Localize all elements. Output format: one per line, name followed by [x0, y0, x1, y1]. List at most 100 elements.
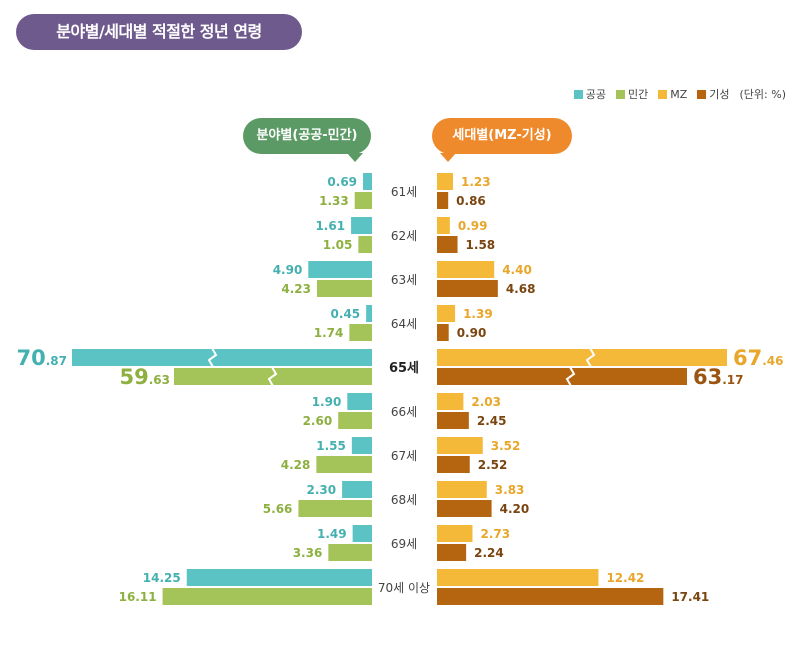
data-label-기성: 2.24 [474, 546, 504, 560]
legend-item-gong: 공공 [573, 86, 606, 102]
bar-공공 [351, 217, 372, 234]
data-label-MZ: 2.73 [480, 527, 510, 541]
data-label-민간: 2.60 [303, 414, 333, 428]
axis-break-mark [585, 347, 596, 368]
legend-label-mz: MZ [670, 87, 688, 101]
bar-기성 [437, 192, 449, 209]
data-label-공공: 1.49 [317, 527, 347, 541]
bar-민간 [162, 588, 372, 605]
axis-break-mark [207, 347, 218, 368]
bar-MZ [437, 525, 473, 542]
bar-기성 [437, 236, 458, 253]
bar-공공 [363, 173, 372, 190]
data-label-기성: 2.52 [478, 458, 508, 472]
bar-기성 [437, 324, 449, 341]
category-label: 63세 [391, 273, 417, 287]
data-label-공공: 0.69 [327, 175, 357, 189]
data-label-MZ: 3.52 [491, 439, 521, 453]
data-label-MZ: 1.39 [463, 307, 493, 321]
data-label-MZ: 3.83 [495, 483, 525, 497]
data-label-MZ: 1.23 [461, 175, 491, 189]
data-label-민간: 3.36 [293, 546, 323, 560]
legend-swatch-min [615, 89, 625, 99]
bar-기성 [437, 544, 467, 561]
data-label-공공: 14.25 [143, 571, 181, 585]
left-header-bubble: 분야별(공공-민간) [243, 118, 371, 162]
bar-기성 [437, 280, 498, 297]
bar-MZ [437, 173, 453, 190]
legend-label-giseong: 기성 [709, 88, 730, 101]
legend-item-min: 민간 [615, 86, 649, 102]
data-label-민간: 4.28 [281, 458, 311, 472]
bar-MZ [437, 393, 464, 410]
axis-break-mark [267, 366, 278, 387]
data-label-기성: 0.90 [457, 326, 487, 340]
category-label: 66세 [391, 405, 417, 419]
data-label-공공: 1.90 [312, 395, 342, 409]
bar-기성 [437, 412, 469, 429]
axis-break-mark [565, 366, 576, 387]
category-label: 69세 [391, 537, 417, 551]
data-label-기성: 4.68 [506, 282, 536, 296]
bar-공공 [366, 305, 372, 322]
bar-공공 [352, 525, 372, 542]
category-label: 61세 [391, 185, 417, 199]
data-label-기성: 4.20 [500, 502, 530, 516]
category-label: 67세 [391, 449, 417, 463]
page-title: 분야별/세대별 적절한 정년 연령 [16, 14, 302, 50]
data-label-기성: 0.86 [456, 194, 486, 208]
legend-item-giseong: 기성 [697, 86, 730, 102]
data-label-민간: 1.33 [319, 194, 349, 208]
data-label-공공: 4.90 [273, 263, 303, 277]
category-label: 68세 [391, 493, 417, 507]
data-label-민간: 59.63 [120, 365, 171, 389]
bar-기성 [437, 456, 470, 473]
data-label-MZ: 2.03 [471, 395, 501, 409]
bar-기성 [437, 500, 492, 517]
data-label-민간: 4.23 [281, 282, 311, 296]
bar-MZ [437, 261, 495, 278]
bar-공공 [308, 261, 372, 278]
bar-민간 [328, 544, 372, 561]
bar-MZ [437, 217, 450, 234]
category-label: 65세 [389, 361, 419, 376]
legend-label-gong: 공공 [585, 88, 606, 101]
bar-민간 [317, 280, 372, 297]
data-label-MZ: 12.42 [606, 571, 644, 585]
data-label-민간: 1.74 [314, 326, 344, 340]
bar-민간 [354, 192, 372, 209]
bar-민간 [349, 324, 372, 341]
category-label: 64세 [391, 317, 417, 331]
bar-MZ [437, 305, 456, 322]
data-label-공공: 0.45 [331, 307, 361, 321]
data-label-MZ: 0.99 [458, 219, 488, 233]
bar-민간 [298, 500, 372, 517]
left-header-label: 분야별(공공-민간) [256, 128, 358, 143]
bar-기성 [437, 368, 687, 385]
right-header-bubble: 세대별(MZ-기성) [432, 118, 572, 162]
bar-MZ [437, 569, 599, 586]
legend-swatch-giseong [697, 89, 707, 99]
bar-공공 [342, 481, 372, 498]
bar-MZ [437, 349, 727, 366]
legend-item-mz: MZ [658, 88, 687, 101]
data-label-기성: 2.45 [477, 414, 507, 428]
bar-민간 [338, 412, 372, 429]
right-header-tail [440, 153, 456, 162]
data-label-민간: 5.66 [263, 502, 293, 516]
data-label-기성: 63.17 [693, 365, 744, 389]
bar-공공 [186, 569, 372, 586]
data-label-민간: 1.05 [323, 238, 353, 252]
data-label-기성: 1.58 [466, 238, 496, 252]
category-label: 70세 이상 [378, 581, 430, 595]
bar-민간 [316, 456, 372, 473]
data-label-공공: 2.30 [306, 483, 336, 497]
bar-공공 [72, 349, 372, 366]
bar-공공 [351, 437, 372, 454]
legend-label-min: 민간 [627, 88, 649, 101]
bar-민간 [358, 236, 372, 253]
bar-MZ [437, 437, 483, 454]
data-label-공공: 1.55 [316, 439, 346, 453]
bar-MZ [437, 481, 487, 498]
